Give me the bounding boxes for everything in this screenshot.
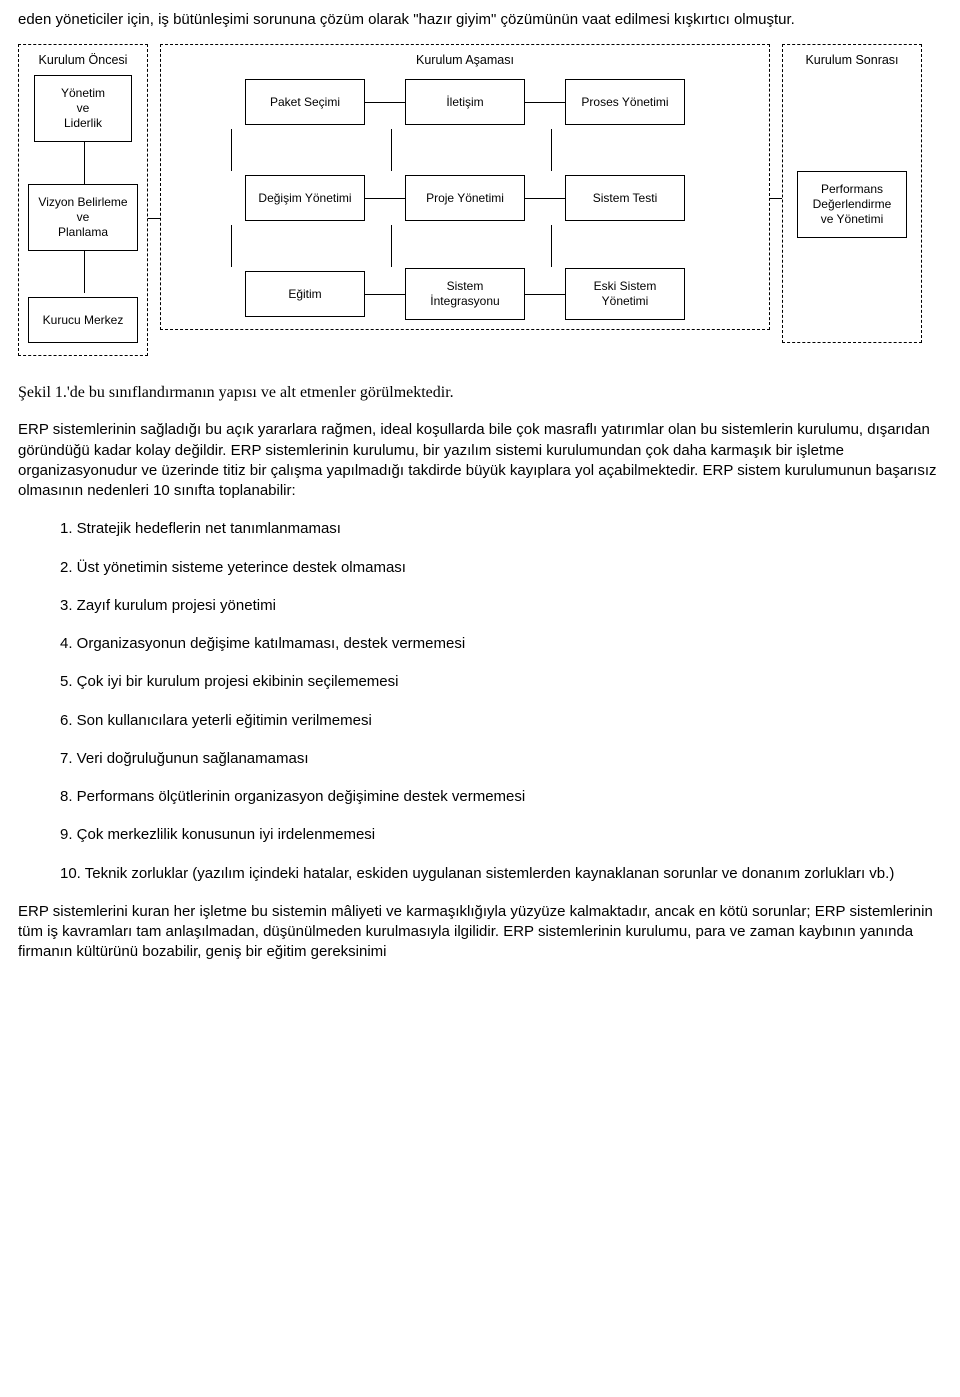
diagram-node: YönetimveLiderlik <box>34 75 132 142</box>
diagram-row: Eğitim Sistemİntegrasyonu Eski SistemYönet… <box>171 267 759 321</box>
body-paragraph: ERP sistemlerinin sağladığı bu açık yara… <box>18 420 942 501</box>
diagram-node: Değişim Yönetimi <box>245 175 365 221</box>
diagram-node: Proses Yönetimi <box>565 79 685 125</box>
list-item: 2. Üst yönetimin sisteme yeterince deste… <box>60 558 942 578</box>
diagram-node: Eğitim <box>245 271 365 317</box>
diagram-node: Vizyon BelirlemevePlanlama <box>28 184 138 251</box>
list-item: 1. Stratejik hedeflerin net tanımlanmama… <box>60 519 942 539</box>
list-item: 4. Organizasyonun değişime katılmaması, … <box>60 634 942 654</box>
diagram-row: YönetimveLiderlik <box>29 75 137 142</box>
group-title: Kurulum Öncesi <box>29 53 137 67</box>
list-item: 3. Zayıf kurulum projesi yönetimi <box>60 596 942 616</box>
diagram-node: Sistem Testi <box>565 175 685 221</box>
diagram-group: Kurulum Öncesi YönetimveLiderlik Vizyon Be… <box>18 44 148 356</box>
list-item: 5. Çok iyi bir kurulum projesi ekibinin … <box>60 672 942 692</box>
diagram-node: Proje Yönetimi <box>405 175 525 221</box>
diagram-connector <box>770 198 782 199</box>
list-item: 6. Son kullanıcılara yeterli eğitimin ve… <box>60 711 942 731</box>
diagram-row: PerformansDeğerlendirmeve Yönetimi <box>793 171 911 238</box>
final-paragraph: ERP sistemlerini kuran her işletme bu si… <box>18 902 942 963</box>
list-item: 8. Performans ölçütlerinin organizasyon … <box>60 787 942 807</box>
group-title: Kurulum Sonrası <box>793 53 911 67</box>
numbered-list: 1. Stratejik hedeflerin net tanımlanmama… <box>60 519 942 884</box>
list-item: 10. Teknik zorluklar (yazılım içindeki h… <box>60 864 942 884</box>
figure-caption: Şekil 1.'de bu sınıflandırmanın yapısı v… <box>18 384 942 402</box>
diagram-row: Vizyon BelirlemevePlanlama <box>29 184 137 251</box>
diagram-node: PerformansDeğerlendirmeve Yönetimi <box>797 171 907 238</box>
diagram-node: Eski SistemYönetimi <box>565 268 685 320</box>
diagram-row: Değişim Yönetimi Proje Yönetimi Sistem Tes… <box>171 171 759 225</box>
diagram-group: Kurulum Sonrası PerformansDeğerlendirmeve… <box>782 44 922 343</box>
diagram-group: Kurulum Aşaması Paket Seçimi İletişim Prose… <box>160 44 770 330</box>
flowchart-diagram: Kurulum Öncesi YönetimveLiderlik Vizyon Be… <box>18 44 942 356</box>
diagram-row <box>793 280 911 334</box>
diagram-node: Kurucu Merkez <box>28 297 138 343</box>
diagram-row: Kurucu Merkez <box>29 293 137 347</box>
diagram-row <box>793 75 911 129</box>
diagram-connector <box>148 218 160 219</box>
diagram-row: Paket Seçimi İletişim Proses Yönetimi <box>171 75 759 129</box>
diagram-node: Paket Seçimi <box>245 79 365 125</box>
diagram-node: İletişim <box>405 79 525 125</box>
list-item: 9. Çok merkezlilik konusunun iyi irdelen… <box>60 825 942 845</box>
group-title: Kurulum Aşaması <box>171 53 759 67</box>
intro-paragraph: eden yöneticiler için, iş bütünleşimi so… <box>18 10 942 30</box>
list-item: 7. Veri doğruluğunun sağlanamaması <box>60 749 942 769</box>
diagram-node: Sistemİntegrasyonu <box>405 268 525 320</box>
